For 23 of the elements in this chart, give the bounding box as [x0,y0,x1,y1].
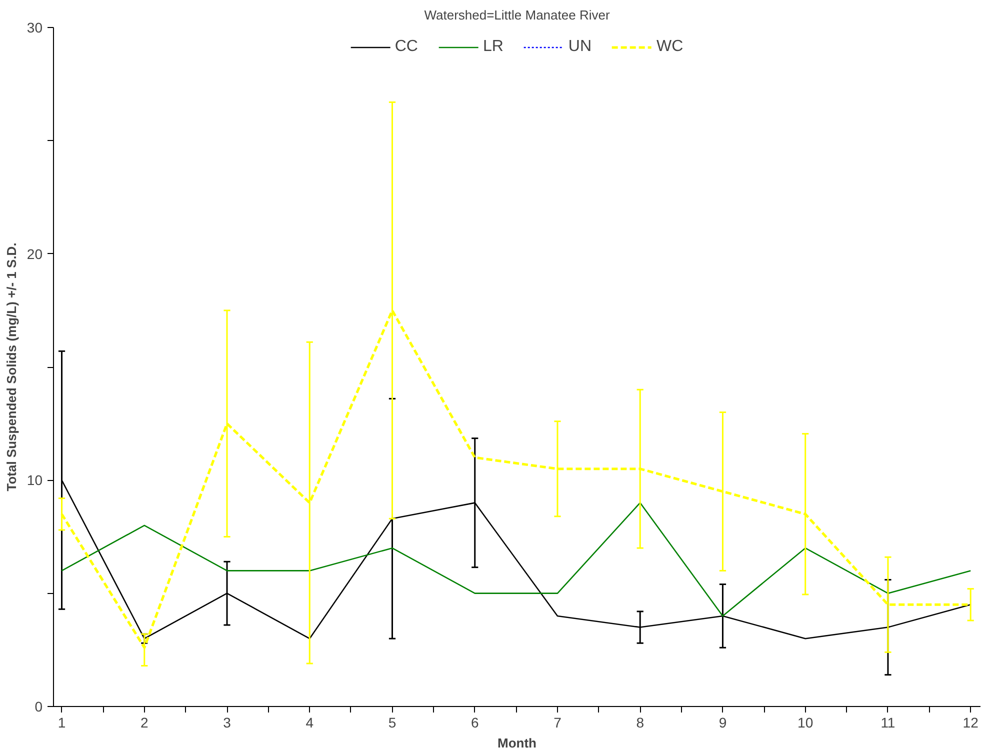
legend-label: UN [568,38,592,56]
x-tick-label: 11 [880,714,896,730]
x-tick-label: 1 [58,714,66,730]
x-tick-label: 10 [798,714,814,730]
x-axis-title: Month [498,736,537,750]
x-tick-label: 4 [306,714,314,730]
chart-title: Watershed=Little Manatee River [424,8,610,22]
x-tick-label: 8 [636,714,644,730]
legend-label: CC [394,38,418,56]
legend-label: LR [482,38,504,56]
x-tick-label: 7 [554,714,562,730]
legend-label: WC [656,38,684,56]
x-tick-label: 6 [470,714,479,730]
x-tick-label: 9 [718,714,727,730]
y-tick-label: 20 [26,246,43,262]
y-tick-label: 10 [26,472,43,488]
y-tick-label: 30 [26,20,43,36]
x-tick-label: 3 [223,714,232,730]
x-tick-label: 12 [962,714,979,730]
x-tick-label: 5 [388,714,396,730]
y-axis-title: Total Suspended Solids (mg/L) +/- 1 S.D. [4,242,19,492]
x-tick-label: 2 [140,714,148,730]
y-tick-label: 0 [34,698,43,714]
